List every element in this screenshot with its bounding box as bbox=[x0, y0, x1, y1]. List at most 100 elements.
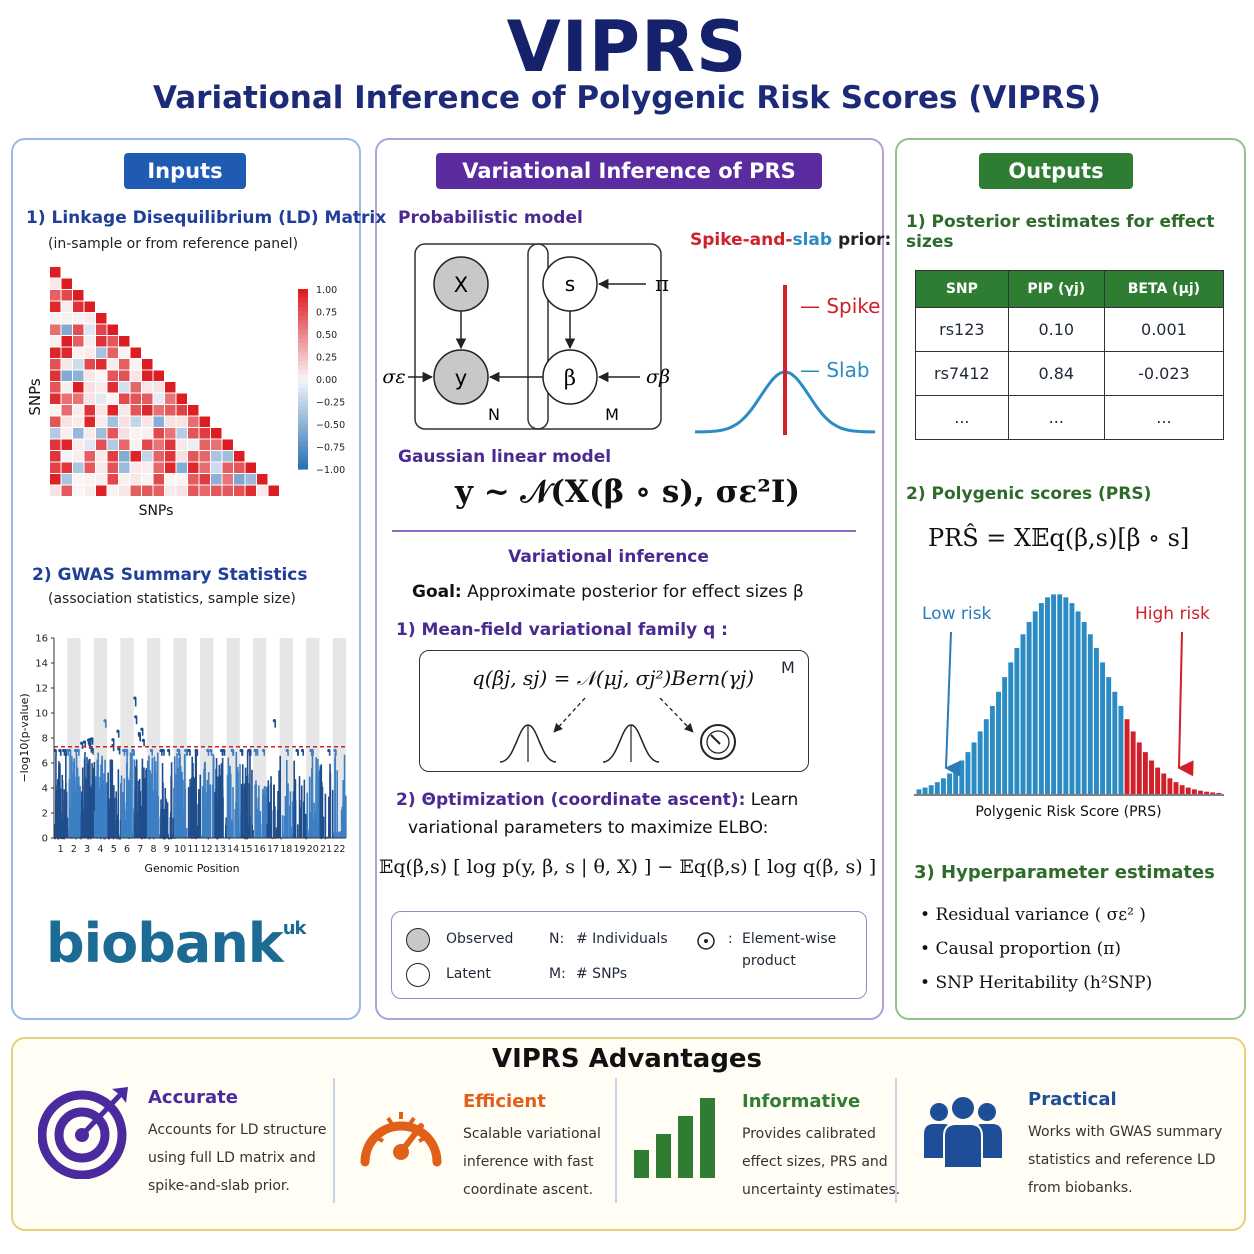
histogram-bar bbox=[1081, 621, 1087, 794]
manhattan-point bbox=[179, 797, 182, 838]
manhattan-point bbox=[215, 768, 217, 838]
colorbar-step bbox=[298, 379, 308, 385]
ld-cell bbox=[73, 382, 84, 393]
ld-cell bbox=[73, 485, 84, 496]
manhattan-point bbox=[207, 837, 210, 840]
ew-val-b: product bbox=[742, 953, 796, 969]
manhattan-point bbox=[341, 824, 344, 838]
ld-cell bbox=[107, 416, 118, 427]
manhattan-point bbox=[54, 837, 56, 840]
gauss-formula: y ~ 𝒩(X(β ∘ s), σε²I) bbox=[454, 474, 801, 510]
manhattan-point bbox=[237, 825, 239, 838]
manhattan-point bbox=[209, 784, 212, 838]
m-key: M: bbox=[549, 966, 566, 982]
histogram-bar bbox=[1020, 634, 1026, 794]
ld-cell bbox=[188, 485, 199, 496]
manhattan-point bbox=[92, 812, 94, 838]
colorbar-step bbox=[298, 320, 308, 326]
manhattan-point bbox=[239, 764, 241, 838]
ld-cell bbox=[222, 485, 233, 496]
colorbar-step bbox=[298, 451, 308, 457]
adv-practical-desc: Works with GWAS summary statistics and re… bbox=[1028, 1124, 1223, 1196]
ld-cell bbox=[73, 439, 84, 450]
manhattan-point bbox=[340, 809, 343, 838]
manhattan-point bbox=[236, 766, 239, 838]
manhattan-point bbox=[105, 828, 108, 838]
target-icon bbox=[38, 1087, 128, 1179]
manhattan-point bbox=[156, 816, 159, 838]
ld-cell bbox=[96, 428, 107, 439]
ld-cell bbox=[176, 462, 187, 473]
ld-cell bbox=[50, 462, 61, 473]
manhattan-point bbox=[247, 748, 252, 753]
col-pip: PIP (γj) bbox=[1007, 270, 1105, 308]
ld-cell bbox=[119, 336, 130, 347]
ld-cell bbox=[142, 393, 153, 404]
manhattan-point bbox=[216, 837, 218, 840]
manhattan-ytick: 14 bbox=[35, 659, 48, 670]
ld-cell bbox=[222, 451, 233, 462]
manhattan-point bbox=[134, 698, 137, 707]
ld-cell bbox=[73, 416, 84, 427]
ld-cell bbox=[61, 347, 72, 358]
ld-cell bbox=[142, 382, 153, 393]
m-val: # SNPs bbox=[576, 966, 628, 982]
histogram-bar bbox=[1106, 677, 1112, 794]
manhattan-point bbox=[150, 773, 153, 838]
ld-cell bbox=[107, 451, 118, 462]
manhattan-point bbox=[286, 759, 288, 838]
ld-cell bbox=[84, 347, 95, 358]
colorbar-step bbox=[298, 311, 308, 317]
ld-cell bbox=[96, 439, 107, 450]
ld-cell bbox=[107, 324, 118, 335]
manhattan-point bbox=[232, 787, 234, 838]
manhattan-point bbox=[130, 831, 133, 838]
manhattan-point bbox=[267, 780, 270, 838]
ld-cell bbox=[234, 474, 245, 485]
ld-cell bbox=[50, 428, 61, 439]
manhattan-point bbox=[133, 696, 137, 700]
histogram-bar bbox=[1124, 719, 1130, 794]
manhattan-point bbox=[137, 733, 141, 737]
colorbar-step bbox=[298, 302, 308, 308]
manhattan-point bbox=[166, 748, 171, 753]
biobank-logo-sup: uk bbox=[282, 918, 307, 939]
ld-cell bbox=[142, 439, 153, 450]
manhattan-point bbox=[229, 773, 232, 838]
manhattan-xtick: 11 bbox=[187, 844, 199, 855]
colorbar-step bbox=[298, 464, 308, 470]
manhattan-point bbox=[256, 808, 259, 838]
adv-efficient-title: Efficient bbox=[463, 1091, 546, 1112]
manhattan-point bbox=[300, 748, 305, 753]
page-title: VIPRS bbox=[506, 6, 748, 88]
latent-label: Latent bbox=[446, 966, 491, 982]
ld-cell bbox=[84, 474, 95, 485]
manhattan-point bbox=[95, 830, 97, 838]
manhattan-point bbox=[63, 837, 65, 840]
manhattan-point bbox=[66, 817, 69, 838]
manhattan-point bbox=[240, 748, 244, 753]
high-risk-arrow bbox=[1177, 631, 1194, 777]
manhattan-point bbox=[255, 748, 259, 753]
viprs-panel bbox=[375, 138, 884, 1020]
histogram-bar bbox=[1045, 597, 1050, 794]
manhattan-point bbox=[57, 810, 60, 838]
manhattan-point bbox=[125, 748, 129, 753]
manhattan-point bbox=[256, 833, 259, 838]
ld-cell bbox=[119, 451, 130, 462]
latent-swatch bbox=[406, 963, 430, 987]
manhattan-point bbox=[333, 832, 335, 838]
manhattan-point bbox=[59, 819, 62, 838]
histogram-bar bbox=[1002, 677, 1008, 794]
manhattan-point bbox=[135, 716, 138, 725]
ld-cell bbox=[165, 451, 176, 462]
manhattan-point bbox=[94, 776, 97, 838]
manhattan-point bbox=[216, 836, 219, 839]
colorbar-step bbox=[298, 316, 308, 322]
manhattan-point bbox=[310, 748, 314, 753]
ld-heading: 1) Linkage Disequilibrium (LD) Matrix bbox=[26, 208, 387, 228]
chromosome-band bbox=[279, 638, 293, 838]
ld-cell bbox=[61, 336, 72, 347]
manhattan-point bbox=[207, 750, 210, 756]
vi-heading: Variational inference bbox=[508, 547, 709, 567]
